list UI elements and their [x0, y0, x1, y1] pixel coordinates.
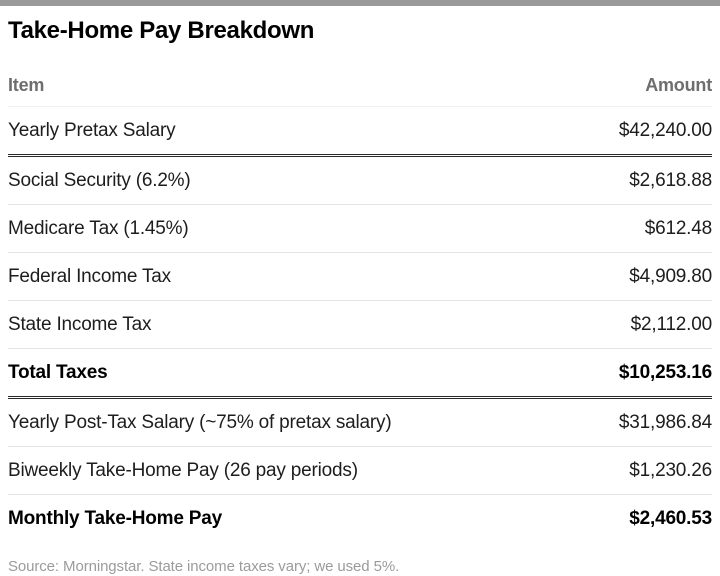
row-amount-value: $2,618.88: [629, 169, 712, 191]
row-item-label: Monthly Take-Home Pay: [8, 507, 222, 529]
table-row-yearly-pretax-salary: Yearly Pretax Salary $42,240.00: [8, 107, 712, 157]
page-title: Take-Home Pay Breakdown: [8, 17, 315, 44]
table-row-social-security: Social Security (6.2%) $2,618.88: [8, 157, 712, 205]
row-item-label: Total Taxes: [8, 361, 108, 383]
table-row-monthly-take-home-pay: Monthly Take-Home Pay $2,460.53: [8, 495, 712, 542]
source-note: Source: Morningstar. State income taxes …: [8, 558, 400, 575]
column-header-item: Item: [8, 75, 45, 95]
table-row-medicare-tax: Medicare Tax (1.45%) $612.48: [8, 205, 712, 253]
row-amount-value: $31,986.84: [618, 411, 712, 433]
row-item-label: Federal Income Tax: [8, 265, 171, 287]
row-item-label: Medicare Tax (1.45%): [8, 217, 189, 239]
row-amount-value: $4,909.80: [629, 265, 712, 287]
table-row-federal-income-tax: Federal Income Tax $4,909.80: [8, 253, 712, 301]
row-item-label: Yearly Pretax Salary: [8, 119, 176, 141]
column-header-amount: Amount: [645, 75, 712, 95]
row-amount-value: $2,460.53: [629, 507, 712, 529]
row-item-label: Yearly Post-Tax Salary (~75% of pretax s…: [8, 411, 392, 433]
row-item-label: Social Security (6.2%): [8, 169, 191, 191]
row-amount-value: $2,112.00: [630, 313, 713, 335]
row-item-label: State Income Tax: [8, 313, 152, 335]
table-header-row: Item Amount: [8, 46, 712, 107]
row-amount-value: $612.48: [644, 217, 712, 239]
top-accent-bar: [0, 0, 720, 6]
row-amount-value: $42,240.00: [618, 119, 712, 141]
row-item-label: Biweekly Take-Home Pay (26 pay periods): [8, 459, 358, 481]
table-row-biweekly-take-home-pay: Biweekly Take-Home Pay (26 pay periods) …: [8, 447, 712, 495]
table-row-state-income-tax: State Income Tax $2,112.00: [8, 301, 712, 349]
table-row-yearly-post-tax-salary: Yearly Post-Tax Salary (~75% of pretax s…: [8, 399, 712, 447]
row-amount-value: $10,253.16: [618, 361, 712, 383]
table-row-total-taxes: Total Taxes $10,253.16: [8, 349, 712, 399]
row-amount-value: $1,230.26: [629, 459, 712, 481]
take-home-pay-table: Take-Home Pay Breakdown Item Amount Year…: [0, 16, 720, 575]
